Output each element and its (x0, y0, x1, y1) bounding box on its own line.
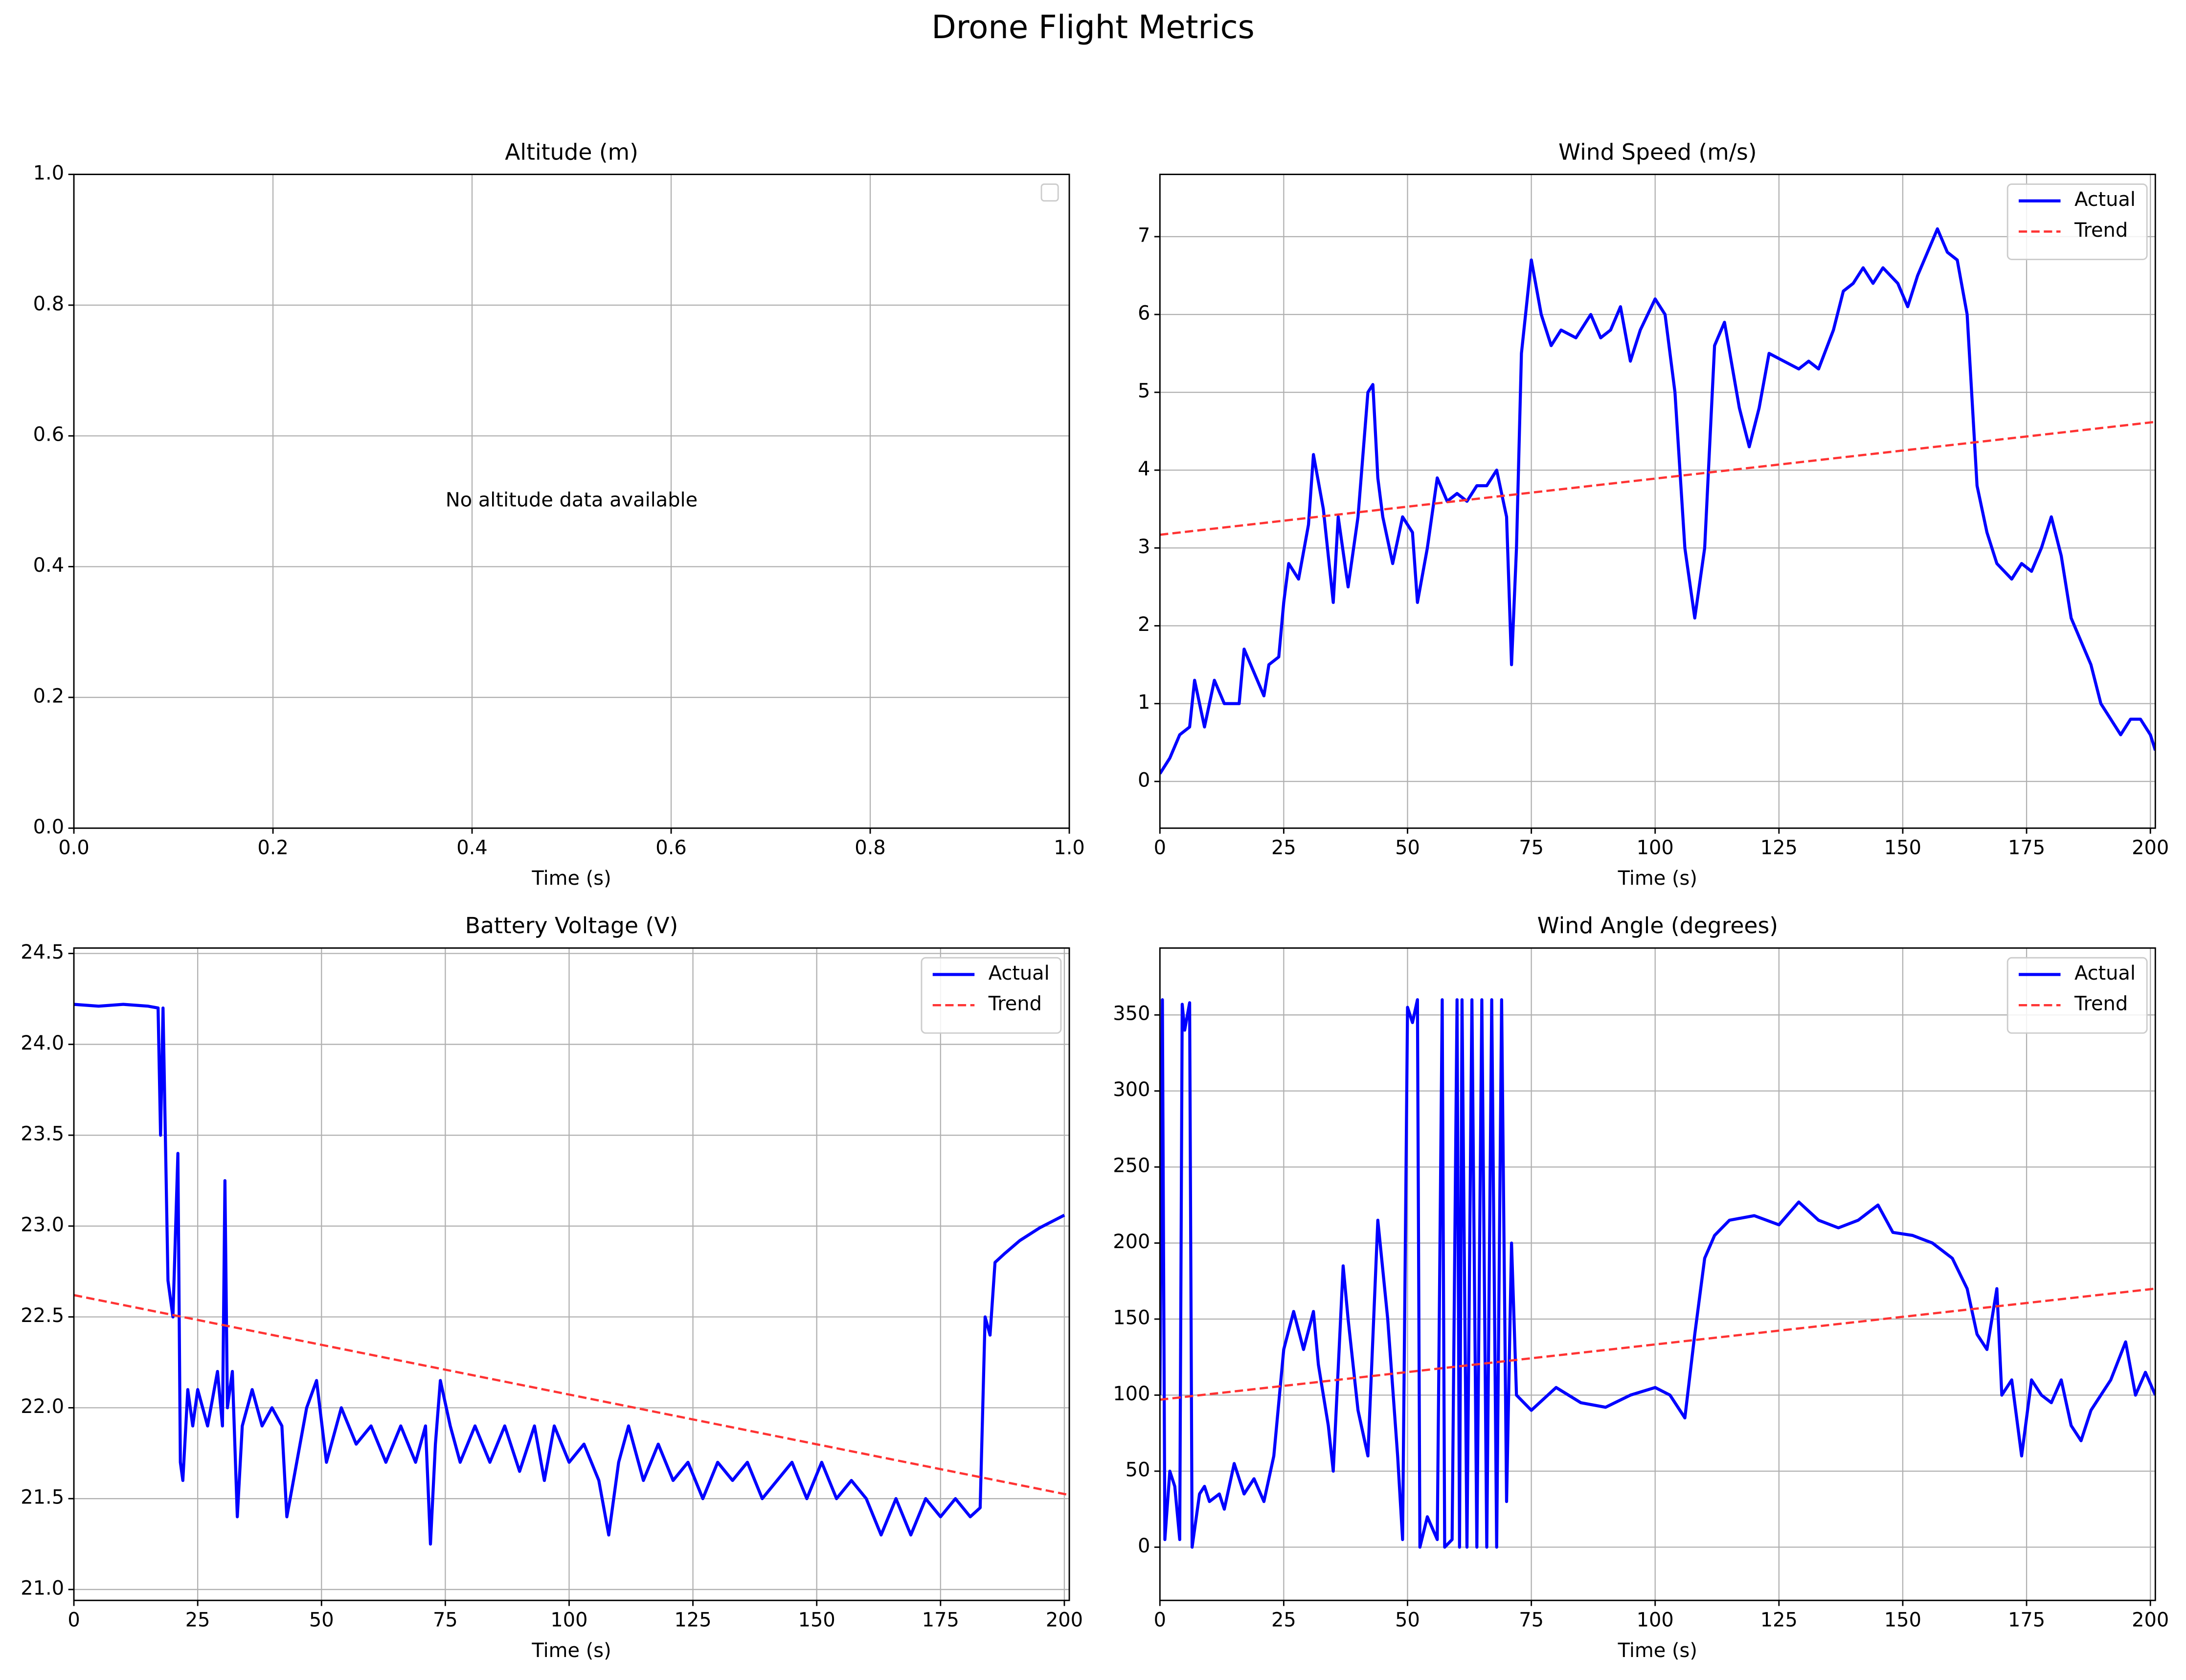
y-tick-label: 24.0 (21, 1032, 64, 1054)
x-tick-label: 75 (1519, 1609, 1544, 1631)
x-tick-label: 125 (1760, 837, 1798, 859)
y-tick-label: 0.4 (33, 554, 64, 577)
x-tick-label: 200 (2132, 837, 2169, 859)
x-tick-label: 150 (798, 1609, 835, 1631)
y-tick-label: 150 (1113, 1307, 1150, 1329)
x-tick-label: 100 (550, 1609, 587, 1631)
axes-frame (73, 174, 1070, 829)
axes-title: Wind Angle (degrees) (1537, 913, 1778, 939)
axes-title: Altitude (m) (505, 139, 638, 165)
y-tick-label: 300 (1113, 1078, 1150, 1101)
y-tick-label: 0 (1138, 769, 1150, 791)
y-tick-label: 23.0 (21, 1213, 64, 1236)
y-tick-label: 6 (1138, 302, 1150, 325)
series-line (1160, 421, 2156, 536)
annotation: No altitude data available (446, 489, 698, 511)
x-tick-label: 125 (1760, 1609, 1798, 1631)
axes-frame (1159, 947, 2156, 1601)
y-tick-label: 0.2 (33, 685, 64, 707)
x-tick-label: 25 (185, 1609, 210, 1631)
x-tick-label: 150 (1884, 1609, 1921, 1631)
x-axis-label: Time (s) (1618, 867, 1697, 890)
legend-box (2006, 183, 2148, 260)
x-tick-label: 75 (433, 1609, 458, 1631)
axes-frame (73, 947, 1070, 1601)
y-tick-label: 21.5 (21, 1486, 64, 1509)
x-tick-label: 25 (1271, 1609, 1296, 1631)
y-tick-label: 3 (1138, 536, 1150, 558)
x-tick-label: 75 (1519, 837, 1544, 859)
series-line (1160, 1287, 2156, 1401)
x-tick-label: 200 (2132, 1609, 2169, 1631)
x-tick-label: 200 (1046, 1609, 1083, 1631)
legend-label: Actual (2074, 962, 2136, 985)
series-line (74, 1294, 1070, 1496)
x-tick-label: 1.0 (1054, 837, 1084, 859)
y-tick-label: 100 (1113, 1383, 1150, 1405)
x-tick-label: 50 (1395, 1609, 1420, 1631)
x-tick-label: 50 (309, 1609, 334, 1631)
x-tick-label: 0.8 (855, 837, 885, 859)
legend-label: Actual (2074, 188, 2136, 211)
y-tick-label: 22.0 (21, 1395, 64, 1418)
y-tick-label: 1 (1138, 691, 1150, 714)
x-tick-label: 0 (1154, 1609, 1166, 1631)
x-tick-label: 0.2 (257, 837, 288, 859)
y-tick-label: 23.5 (21, 1123, 64, 1145)
legend-box (2006, 957, 2148, 1034)
figure-title: Drone Flight Metrics (931, 9, 1255, 46)
x-tick-label: 0.6 (655, 837, 686, 859)
x-tick-label: 0.0 (58, 837, 89, 859)
x-tick-label: 150 (1884, 837, 1921, 859)
x-tick-label: 0 (68, 1609, 80, 1631)
y-tick-label: 200 (1113, 1231, 1150, 1253)
y-tick-label: 0 (1138, 1535, 1150, 1557)
legend-label: Trend (988, 993, 1042, 1015)
y-tick-label: 350 (1113, 1003, 1150, 1025)
y-tick-label: 7 (1138, 224, 1150, 246)
y-tick-label: 1.0 (33, 162, 64, 184)
x-axis-label: Time (s) (531, 1639, 611, 1662)
y-tick-label: 22.5 (21, 1304, 64, 1327)
x-tick-label: 50 (1395, 837, 1420, 859)
y-tick-label: 0.6 (33, 424, 64, 446)
x-tick-label: 175 (922, 1609, 959, 1631)
x-tick-label: 25 (1271, 837, 1296, 859)
x-tick-label: 175 (2008, 837, 2045, 859)
y-tick-label: 2 (1138, 613, 1150, 636)
y-tick-label: 50 (1126, 1458, 1150, 1481)
series-line (1160, 998, 2156, 1549)
legend-label: Trend (2074, 993, 2128, 1015)
x-tick-label: 0 (1154, 837, 1166, 859)
x-tick-label: 175 (2008, 1609, 2045, 1631)
x-tick-label: 0.4 (456, 837, 487, 859)
x-tick-label: 100 (1637, 1609, 1674, 1631)
axes-title: Wind Speed (m/s) (1558, 139, 1757, 165)
legend-box (921, 957, 1062, 1034)
x-tick-label: 100 (1637, 837, 1674, 859)
x-tick-label: 125 (675, 1609, 712, 1631)
y-tick-label: 0.8 (33, 292, 64, 315)
y-tick-label: 0.0 (33, 816, 64, 838)
legend-box (1040, 183, 1059, 202)
y-tick-label: 4 (1138, 458, 1150, 480)
x-axis-label: Time (s) (531, 867, 611, 890)
series-line (74, 1003, 1065, 1546)
legend-label: Actual (989, 962, 1050, 985)
legend-label: Trend (2074, 219, 2128, 242)
axes-title: Battery Voltage (V) (465, 913, 678, 939)
y-tick-label: 24.5 (21, 941, 64, 963)
y-tick-label: 5 (1138, 380, 1150, 403)
series-line (1160, 227, 2156, 775)
x-axis-label: Time (s) (1618, 1639, 1697, 1662)
y-tick-label: 21.0 (21, 1577, 64, 1599)
axes-frame (1159, 174, 2156, 829)
y-tick-label: 250 (1113, 1155, 1150, 1177)
